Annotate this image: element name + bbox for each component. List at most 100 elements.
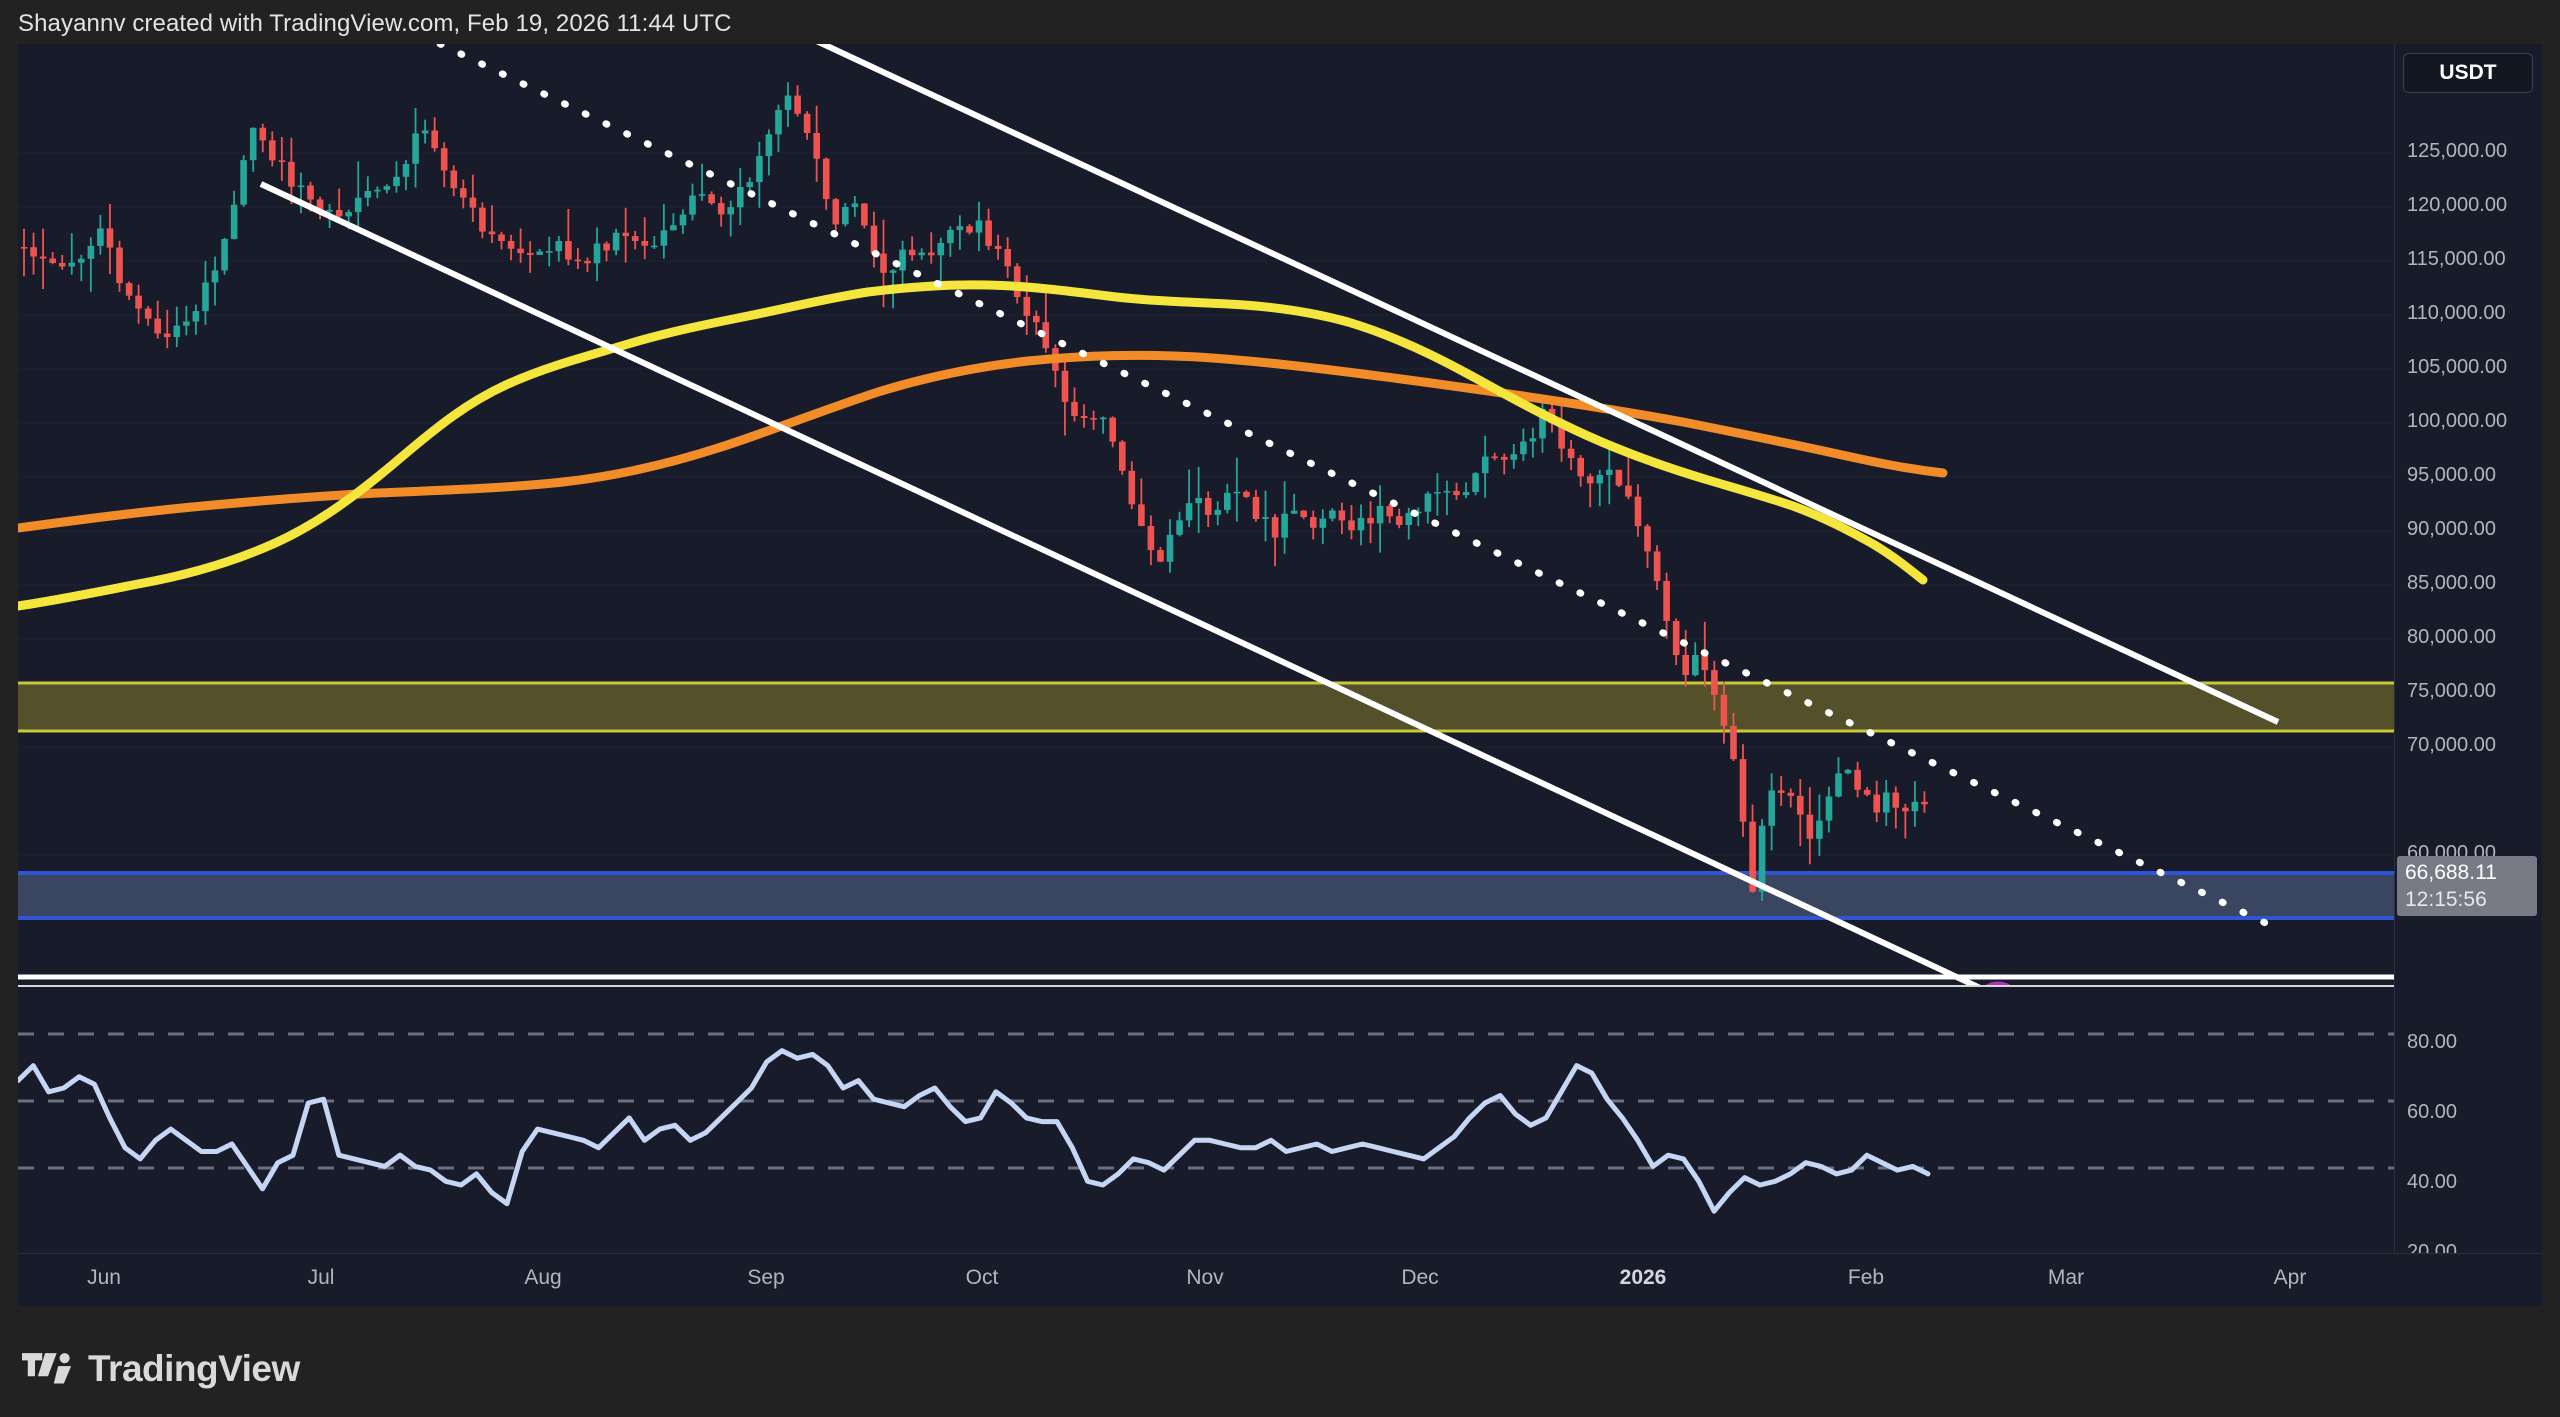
candle-body <box>1863 789 1871 795</box>
candle-body <box>526 253 534 255</box>
candle-body <box>393 176 400 187</box>
candle-body <box>1080 416 1088 418</box>
price-tick-label: 95,000.00 <box>2407 464 2496 486</box>
candle-body <box>173 325 181 337</box>
candle-body <box>1214 509 1222 515</box>
candle-body <box>450 170 458 189</box>
candle-body <box>660 230 668 246</box>
candle-body <box>97 228 104 246</box>
candle-body <box>1596 475 1604 484</box>
candle-body <box>58 263 66 267</box>
candle-body <box>269 140 276 161</box>
candle-body <box>1711 670 1718 695</box>
chart-area[interactable]: USDT 125,000.00 120,000.00 115,000.00 110,0… <box>18 44 2542 1297</box>
time-tick-label: Nov <box>1186 1266 1224 1289</box>
candle-body <box>1892 792 1900 808</box>
candle-body <box>1434 492 1441 494</box>
candle-body <box>383 186 391 190</box>
price-tick-label: 105,000.00 <box>2407 356 2508 378</box>
candle-body <box>1653 551 1661 581</box>
time-tick-label: Aug <box>524 1266 562 1289</box>
candle-body <box>574 259 582 262</box>
candle-body <box>1042 322 1050 349</box>
candle-body <box>1529 438 1537 442</box>
candle-body <box>498 234 505 241</box>
candle-body <box>412 133 419 164</box>
price-axis[interactable]: USDT 125,000.00 120,000.00 115,000.00 110,0… <box>2394 44 2542 1297</box>
candle-body <box>1462 492 1470 496</box>
candle-body <box>546 251 553 253</box>
trendline-channel-lower <box>259 181 1981 985</box>
candle-body <box>899 249 906 271</box>
tradingview-logo-text: TradingView <box>88 1348 300 1389</box>
trendline-channel-upper <box>815 44 2280 725</box>
candle-body <box>1443 491 1451 493</box>
rsi-pane-svg <box>18 991 2395 1297</box>
candle-body <box>30 247 37 257</box>
candle-body <box>822 158 830 200</box>
ma-orange-line <box>18 350 1948 533</box>
candle-body <box>1739 759 1747 822</box>
candle-body <box>1777 790 1785 793</box>
rsi-pane[interactable] <box>18 991 2395 1297</box>
candle-body <box>144 308 152 319</box>
price-tick-label: 75,000.00 <box>2407 680 2496 702</box>
candle-body <box>1185 503 1193 521</box>
candle-body <box>488 231 496 235</box>
candle-body <box>1539 408 1546 439</box>
candle-body <box>68 262 76 267</box>
price-pane[interactable] <box>18 44 2395 985</box>
candle-body <box>163 333 171 338</box>
candle-body <box>985 220 992 246</box>
candle-body <box>221 238 228 271</box>
candle-body <box>937 243 945 256</box>
candle-body <box>765 134 773 157</box>
time-tick-label: Mar <box>2047 1266 2085 1289</box>
candle-body <box>918 252 925 256</box>
support-zone <box>18 871 2395 920</box>
candle-body <box>1071 401 1078 416</box>
tradingview-logo[interactable]: TradingView <box>22 1348 300 1390</box>
rsi-tick-label: 60.00 <box>2407 1101 2458 1123</box>
candle-body <box>183 321 190 326</box>
time-tick-label: Jul <box>307 1266 335 1289</box>
candle-body <box>880 253 887 273</box>
time-tick-label: Jun <box>87 1266 121 1289</box>
candle-body <box>211 270 219 283</box>
candle-body <box>1329 510 1336 519</box>
currency-chip[interactable]: USDT <box>2403 53 2533 93</box>
price-tick-label: 90,000.00 <box>2407 518 2496 540</box>
candle-body <box>1844 769 1852 774</box>
candle-body <box>651 245 658 248</box>
candle-body <box>1310 517 1317 528</box>
candle-body <box>326 210 333 212</box>
candle-body <box>861 203 868 226</box>
candle-body <box>230 204 238 239</box>
candle-body <box>1424 493 1432 512</box>
candle-body <box>202 282 209 312</box>
time-axis[interactable]: Jun Jul Aug Sep Oct Nov Dec 2026 Feb Mar Apr <box>18 1253 2542 1306</box>
candle-body <box>966 226 973 233</box>
candle-body <box>1825 796 1833 821</box>
candle-body <box>354 197 362 213</box>
candle-body <box>1567 448 1575 458</box>
candle-body <box>593 243 601 264</box>
current-price-label[interactable]: 66,688.11 12:15:56 <box>2397 856 2537 916</box>
candle-body <box>631 236 639 241</box>
time-tick-label: Oct <box>965 1266 999 1289</box>
candle-body <box>1806 814 1814 839</box>
candle-body <box>402 163 410 177</box>
rsi-tick-label: 80.00 <box>2407 1031 2458 1053</box>
candle-body <box>1787 792 1795 796</box>
candle-body <box>116 247 123 284</box>
candle-body <box>1090 418 1097 420</box>
candle-body <box>803 113 811 133</box>
time-tick-label: Dec <box>1401 1266 1439 1289</box>
candle-body <box>565 241 572 260</box>
candle-body <box>1147 526 1155 551</box>
candle-body <box>297 185 305 188</box>
candle-body <box>1262 517 1269 519</box>
candle-body <box>622 232 629 237</box>
lightning-alert-marker[interactable] <box>1977 981 2019 985</box>
